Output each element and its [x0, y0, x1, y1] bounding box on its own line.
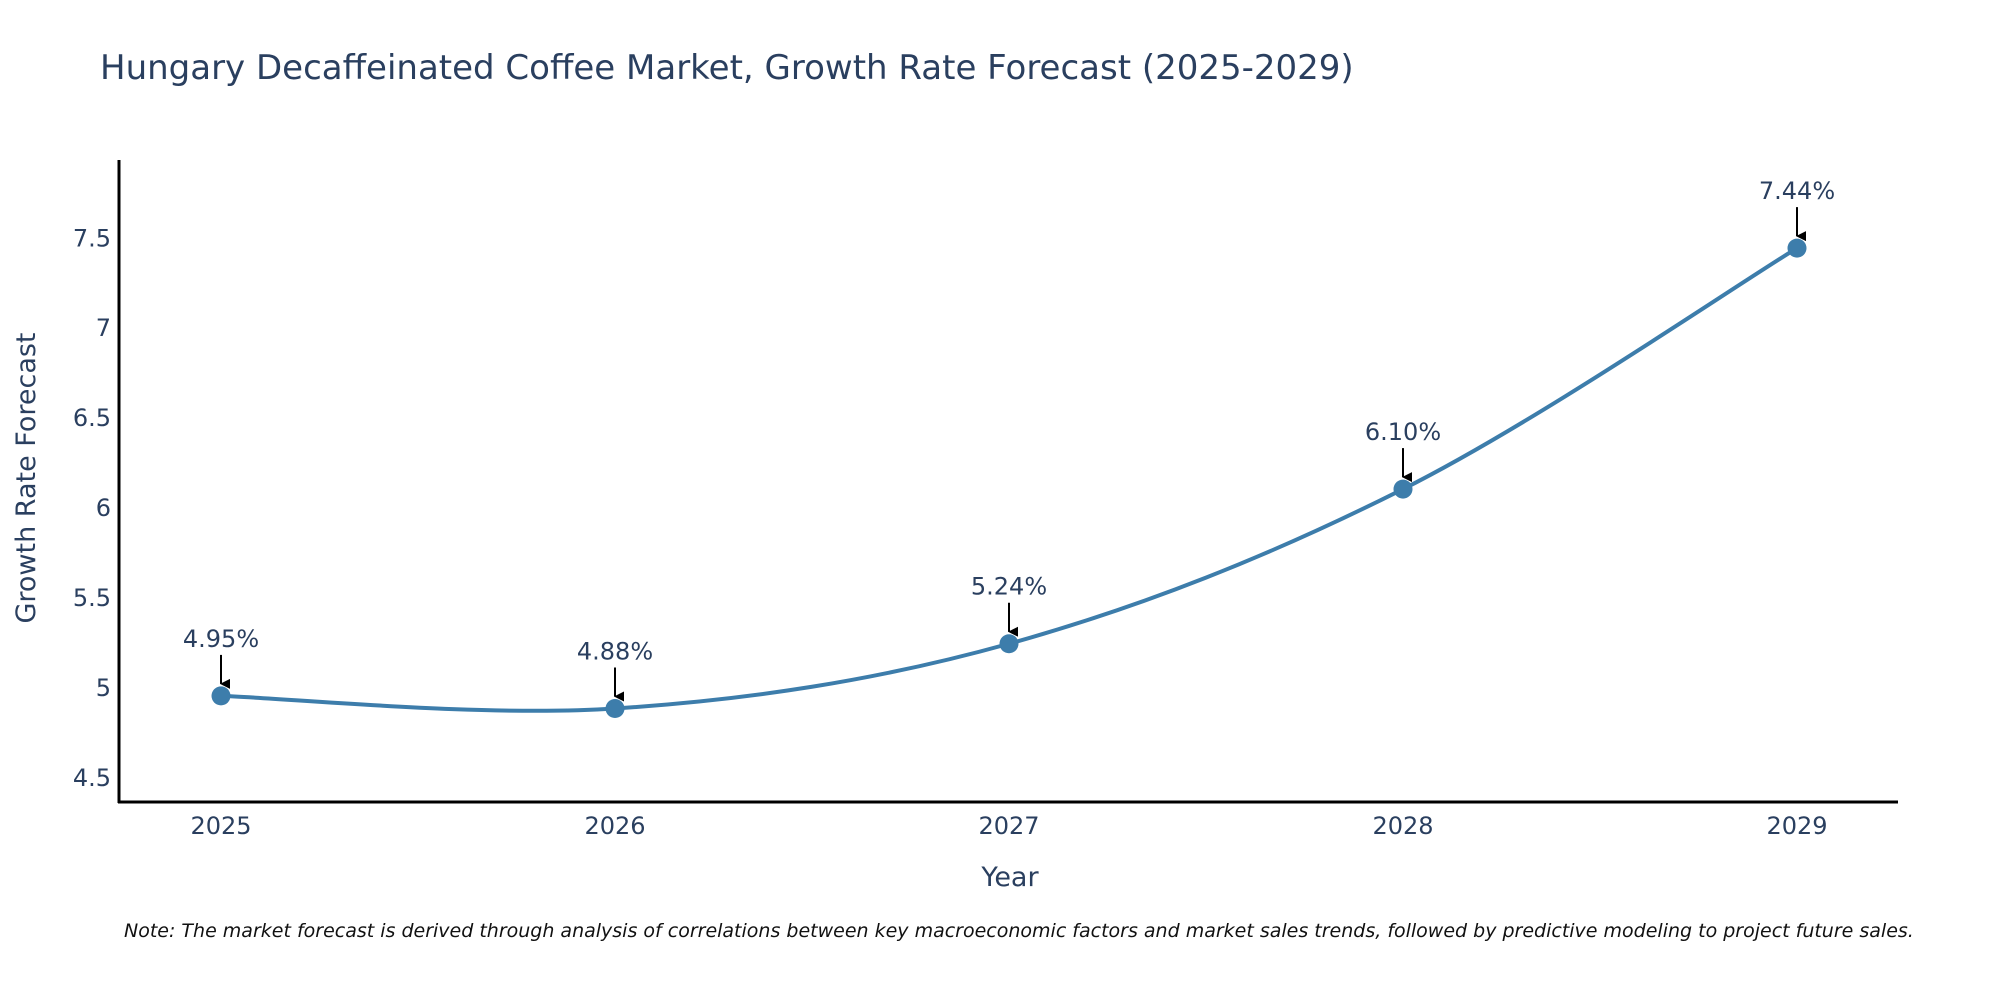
- y-tick-label: 5: [96, 674, 111, 702]
- y-tick-label: 7.5: [73, 224, 111, 252]
- data-label-2029: 7.44%: [1759, 177, 1835, 205]
- chart-title: Hungary Decaffeinated Coffee Market, Gro…: [100, 48, 1354, 88]
- x-tick-label: 2027: [978, 812, 1039, 840]
- x-tick-label: 2029: [1766, 812, 1827, 840]
- data-label-2027: 5.24%: [971, 573, 1047, 601]
- data-point-2027: [999, 634, 1019, 654]
- y-tick-label: 6.5: [73, 404, 111, 432]
- data-label-2025: 4.95%: [183, 625, 259, 653]
- x-axis-title: Year: [980, 862, 1039, 893]
- y-tick-label: 6: [96, 494, 111, 522]
- data-label-2028: 6.10%: [1365, 418, 1441, 446]
- x-tick-label: 2025: [190, 812, 251, 840]
- x-tick-label: 2028: [1372, 812, 1433, 840]
- y-tick-label: 7: [96, 314, 111, 342]
- data-point-2028: [1393, 479, 1413, 499]
- data-point-2029: [1787, 238, 1807, 258]
- data-point-2026: [605, 698, 625, 718]
- footnote-container: Note: The market forecast is derived thr…: [0, 900, 2000, 960]
- data-point-2025: [211, 686, 231, 706]
- y-tick-label: 4.5: [73, 764, 111, 792]
- x-tick-label: 2026: [584, 812, 645, 840]
- data-label-2026: 4.88%: [577, 637, 653, 665]
- y-tick-label: 5.5: [73, 584, 111, 612]
- y-axis-title: Growth Rate Forecast: [11, 332, 42, 623]
- footnote: Note: The market forecast is derived thr…: [124, 920, 1914, 942]
